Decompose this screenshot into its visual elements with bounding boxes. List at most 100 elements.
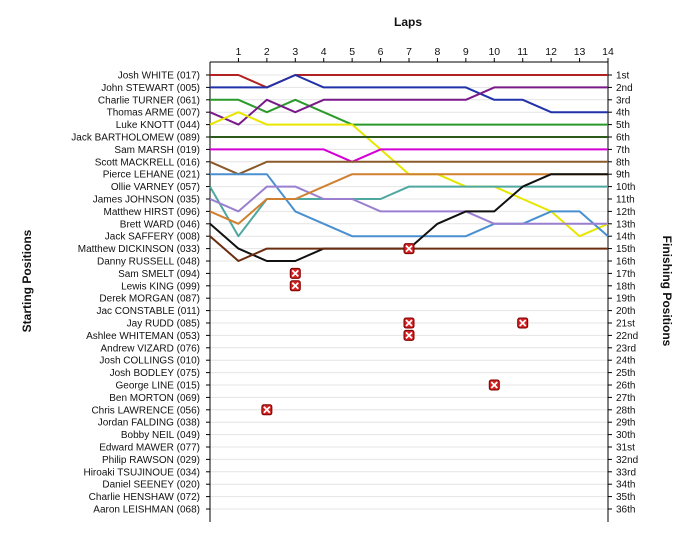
y-axis-title-right: Finishing Positions — [660, 236, 674, 347]
x-tick-label: 13 — [574, 46, 586, 58]
starting-position-label: Lewis KING (099) — [121, 281, 200, 292]
finishing-position-label: 18th — [616, 281, 635, 292]
driver-line — [209, 173, 608, 225]
finishing-position-label: 12th — [616, 207, 635, 218]
starting-position-label: Chris LAWRENCE (056) — [91, 405, 200, 416]
retirement-x-icon — [488, 379, 500, 391]
x-axis-title: Laps — [394, 15, 422, 29]
starting-position-label: Scott MACKRELL (016) — [95, 157, 200, 168]
x-tick-label: 1 — [236, 46, 242, 58]
finishing-position-label: 25th — [616, 368, 635, 379]
finishing-position-label: 5th — [616, 120, 630, 131]
x-tick-label: 11 — [517, 46, 528, 58]
finishing-position-label: 6th — [616, 133, 630, 144]
finishing-position-label: 28th — [616, 405, 635, 416]
retirement-x-icon — [403, 243, 415, 255]
starting-position-label: Sam SMELT (094) — [118, 269, 200, 280]
starting-position-label: Josh BODLEY (075) — [110, 368, 200, 379]
starting-position-label: Josh WHITE (017) — [118, 71, 200, 82]
retirement-x-icon — [403, 317, 415, 329]
finishing-position-label: 16th — [616, 257, 635, 268]
finishing-position-label: 31st — [616, 443, 635, 454]
x-tick-label: 4 — [321, 46, 327, 58]
driver-line — [209, 185, 608, 225]
finishing-position-label: 36th — [616, 505, 635, 516]
starting-position-label: Danny RUSSELL (048) — [97, 257, 200, 268]
starting-position-label: Philip RAWSON (029) — [102, 455, 200, 466]
x-tick-label: 14 — [602, 46, 614, 58]
finishing-position-label: 7th — [616, 145, 630, 156]
starting-position-label: Josh COLLINGS (010) — [99, 356, 200, 367]
finishing-position-label: 15th — [616, 244, 635, 255]
starting-position-label: Hiroaki TSUJINOUE (034) — [83, 467, 200, 478]
finishing-position-label: 10th — [616, 182, 635, 193]
finishing-position-label: 35th — [616, 492, 635, 503]
driver-line — [209, 160, 608, 176]
finishing-position-label: 8th — [616, 157, 630, 168]
x-tick-label: 7 — [406, 46, 412, 58]
retirement-x-icon — [517, 317, 529, 329]
x-tick-label: 6 — [378, 46, 384, 58]
axes — [206, 58, 612, 522]
starting-position-label: Luke KNOTT (044) — [116, 120, 200, 131]
starting-position-label: Matthew DICKINSON (033) — [78, 244, 200, 255]
starting-position-label: Jordan FALDING (038) — [98, 418, 200, 429]
starting-position-label: Daniel SEENEY (020) — [102, 480, 200, 491]
finishing-position-label: 22nd — [616, 331, 638, 342]
x-tick-label: 8 — [435, 46, 441, 58]
y-axis-title-left: Starting Positions — [20, 229, 34, 332]
starting-position-label: Ollie VARNEY (057) — [111, 182, 200, 193]
finishing-position-label: 33rd — [616, 467, 636, 478]
starting-position-label: Charlie TURNER (061) — [98, 95, 200, 106]
finishing-position-label: 17th — [616, 269, 635, 280]
starting-position-label: James JOHNSON (035) — [93, 195, 200, 206]
retirement-markers — [261, 243, 529, 416]
starting-position-label: Jac CONSTABLE (011) — [96, 306, 200, 317]
starting-position-label: Jack SAFFERY (008) — [105, 232, 200, 243]
retirement-x-icon — [261, 404, 273, 416]
starting-position-label: Brett WARD (046) — [120, 219, 200, 230]
driver-line — [210, 148, 608, 163]
starting-position-label: Edward MAWER (077) — [99, 443, 200, 454]
x-tick-label: 12 — [545, 46, 557, 58]
driver-line — [209, 86, 608, 126]
starting-position-label: Sam MARSH (019) — [114, 145, 200, 156]
starting-position-label: Matthew HIRST (096) — [103, 207, 200, 218]
finishing-position-label: 4th — [616, 108, 630, 119]
finishing-position-label: 20th — [616, 306, 635, 317]
starting-position-label: Jack BARTHOLOMEW (089) — [71, 133, 200, 144]
finishing-position-label: 29th — [616, 418, 635, 429]
retirement-x-icon — [289, 267, 301, 279]
finishing-position-label: 30th — [616, 430, 635, 441]
driver-line — [210, 98, 608, 126]
series-lines — [209, 74, 609, 262]
finishing-position-label: 34th — [616, 480, 635, 491]
x-tick-label: 9 — [463, 46, 469, 58]
x-tick-label: 10 — [488, 46, 500, 58]
x-tick-label: 2 — [264, 46, 270, 58]
retirement-x-icon — [403, 329, 415, 341]
driver-line — [210, 173, 609, 238]
starting-position-label: Derek MORGAN (087) — [99, 294, 200, 305]
finishing-position-label: 26th — [616, 381, 635, 392]
finishing-position-label: 21st — [616, 319, 635, 330]
finishing-position-label: 14th — [616, 232, 635, 243]
finishing-position-label: 9th — [616, 170, 630, 181]
finishing-position-label: 19th — [616, 294, 635, 305]
starting-position-label: John STEWART (005) — [101, 83, 200, 94]
finishing-position-label: 24th — [616, 356, 635, 367]
finishing-position-label: 32nd — [616, 455, 638, 466]
retirement-x-icon — [289, 280, 301, 292]
starting-position-label: Ben MORTON (069) — [109, 393, 200, 404]
finishing-position-label: 27th — [616, 393, 635, 404]
x-tick-label: 5 — [349, 46, 355, 58]
finishing-position-label: 2nd — [616, 83, 633, 94]
starting-position-label: Pierce LEHANE (021) — [103, 170, 200, 181]
finishing-position-label: 1st — [616, 71, 630, 82]
grid-lines — [210, 74, 608, 510]
starting-position-label: Bobby NEIL (049) — [121, 430, 200, 441]
starting-position-label: Thomas ARME (007) — [107, 108, 200, 119]
driver-line — [210, 74, 608, 114]
